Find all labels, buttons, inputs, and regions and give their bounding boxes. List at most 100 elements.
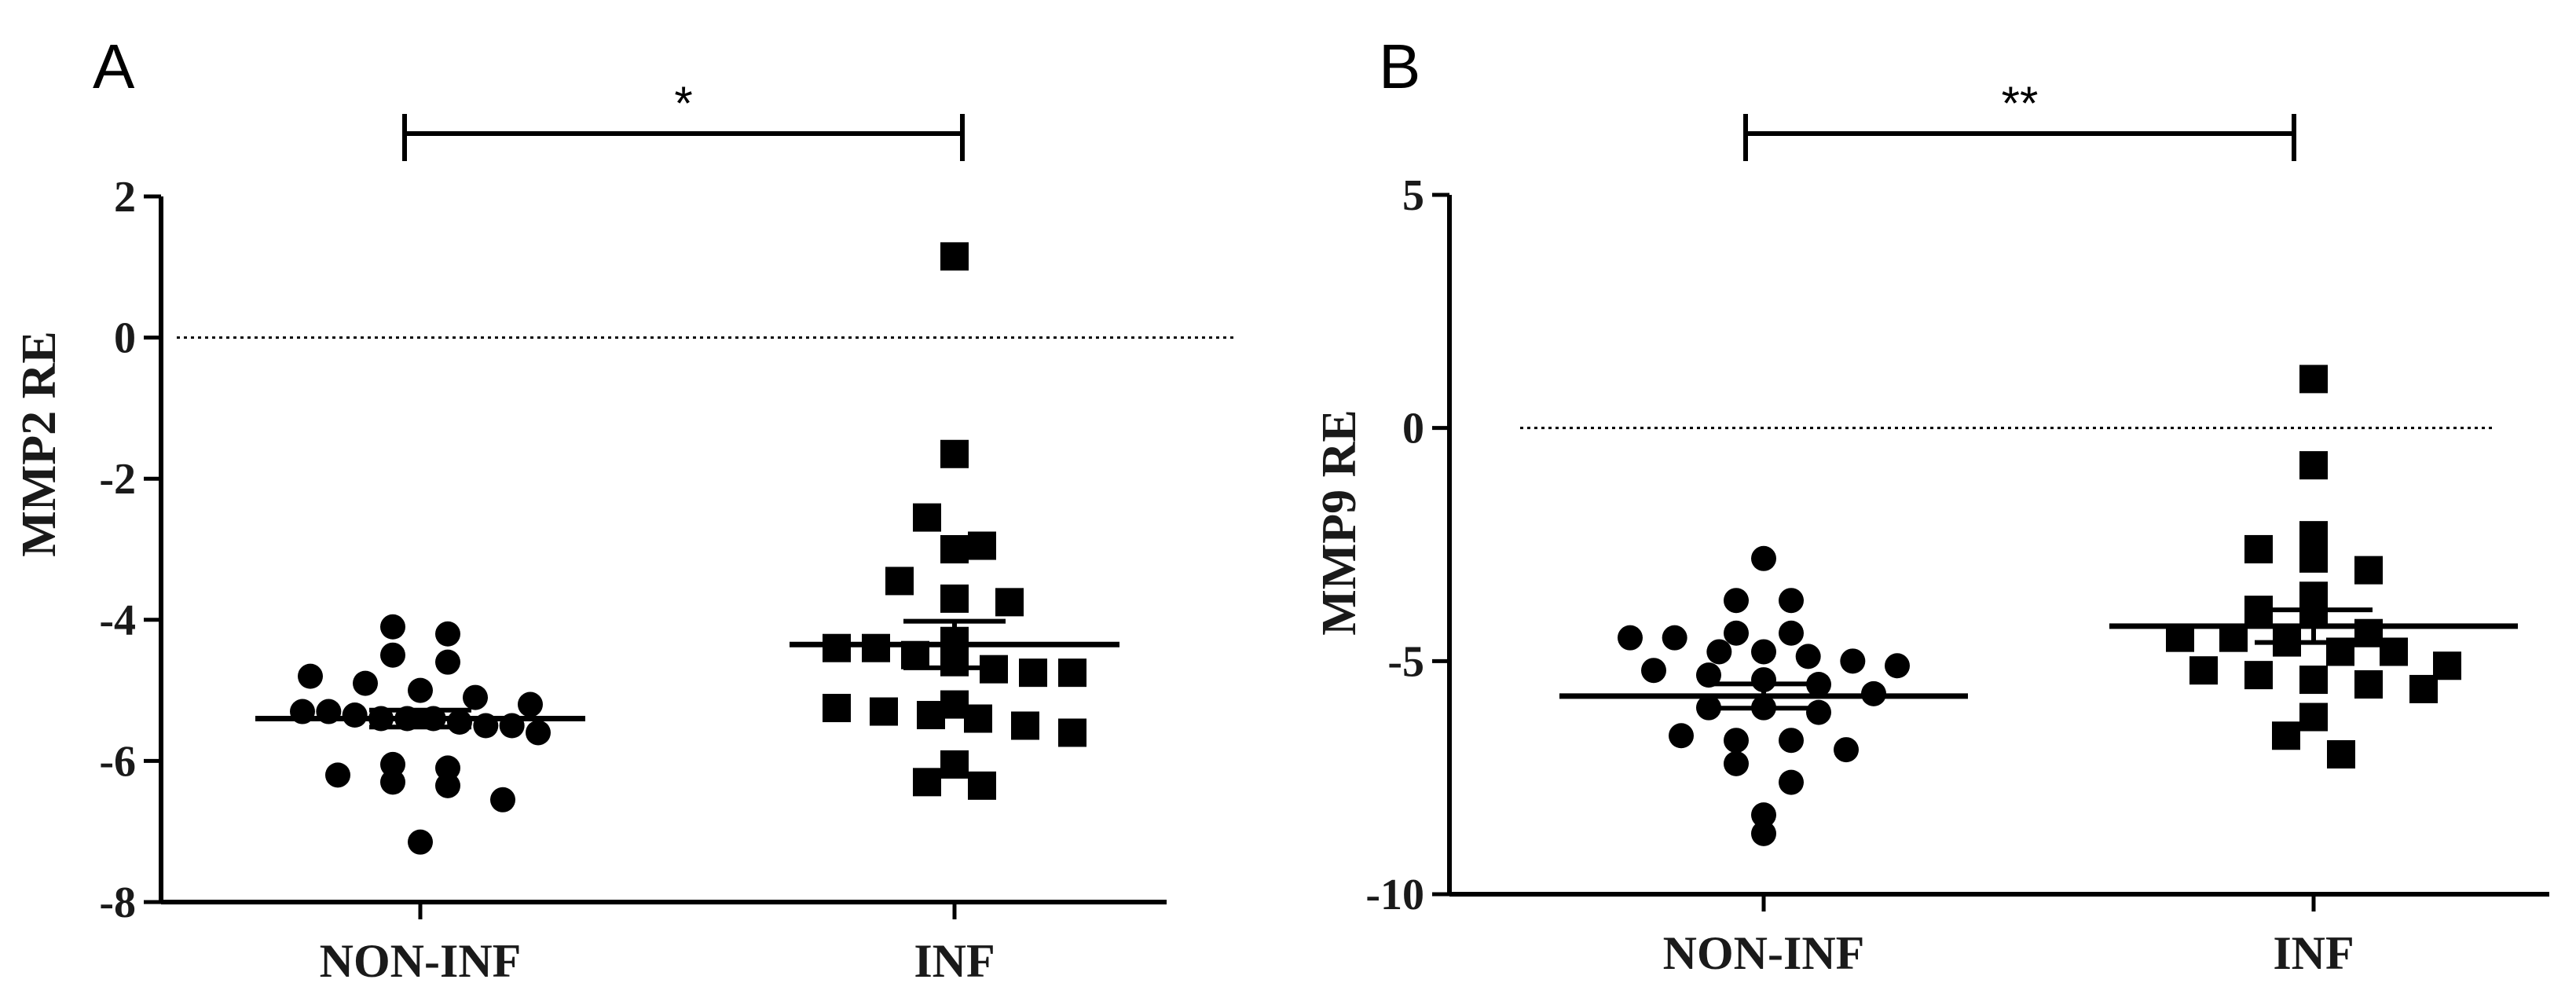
panel-b-point-inf <box>2244 661 2273 690</box>
panel-a-x-tick-label: INF <box>914 935 995 987</box>
panel-b-point-non-inf <box>1641 658 1666 684</box>
panel-b-y-tick-label: -5 <box>1387 637 1424 686</box>
panel-a-point-inf <box>823 694 851 723</box>
panel-a-y-tick-label: -6 <box>99 737 136 786</box>
panel-a-point-inf <box>870 697 898 726</box>
panel-b-x-tick-label: NON-INF <box>1663 927 1865 979</box>
panel-b-point-inf <box>2299 451 2328 480</box>
panel-a-point-inf <box>940 750 969 779</box>
panel-a: A MMP2 RE 2 0 -2 -4 -6 -8 NON-INF INF * <box>13 31 1233 987</box>
panel-b-point-non-inf <box>1751 639 1776 665</box>
panel-b-point-non-inf <box>1751 802 1776 828</box>
panel-a-point-inf <box>1019 658 1047 688</box>
panel-b-point-non-inf <box>1724 588 1749 614</box>
panel-b: B MMP9 RE 5 0 -5 -10 NON-INF INF ** <box>1313 31 2549 979</box>
panel-a-point-inf <box>1058 718 1086 747</box>
panel-a-point-non-inf <box>447 710 472 735</box>
panel-b-point-inf <box>2409 674 2438 703</box>
panel-b-point-inf <box>2299 702 2328 732</box>
panel-a-significance-label: * <box>674 77 692 130</box>
panel-a-point-non-inf <box>518 691 543 717</box>
panel-a-point-inf <box>917 701 945 730</box>
panel-a-point-inf <box>964 704 992 733</box>
panel-a-point-non-inf <box>490 787 515 812</box>
panel-b-point-non-inf <box>1706 639 1732 665</box>
panel-a-point-inf <box>995 588 1024 617</box>
panel-b-point-non-inf <box>1662 625 1687 651</box>
panel-a-point-inf <box>940 584 969 613</box>
panel-b-letter: B <box>1379 31 1420 101</box>
panel-a-point-non-inf <box>353 670 378 696</box>
panel-b-point-inf <box>2299 666 2328 695</box>
panel-b-y-axis-title: MMP9 RE <box>1313 409 1366 636</box>
panel-a-point-non-inf <box>342 702 368 728</box>
panel-a-point-inf <box>823 633 851 662</box>
panel-a-point-inf <box>1058 658 1086 688</box>
panel-a-point-non-inf <box>435 755 460 781</box>
panel-a-point-non-inf <box>435 621 460 647</box>
panel-a-y-tick-label: -8 <box>99 878 136 927</box>
panel-a-point-non-inf <box>435 649 460 675</box>
panel-a-point-inf <box>968 771 996 800</box>
panel-b-point-inf <box>2354 670 2383 699</box>
panel-b-point-inf <box>2299 544 2328 573</box>
panel-a-point-inf <box>940 439 969 468</box>
panel-b-y-tick-label: -10 <box>1365 871 1424 919</box>
panel-a-y-tick-label: -2 <box>99 455 136 504</box>
panel-b-point-non-inf <box>1840 648 1866 674</box>
panel-a-point-non-inf <box>380 751 405 777</box>
panel-b-point-non-inf <box>1669 723 1694 749</box>
panel-a-point-inf <box>968 531 996 560</box>
panel-b-point-non-inf <box>1795 644 1821 669</box>
panel-b-point-inf <box>2272 721 2300 750</box>
panel-b-point-non-inf <box>1806 699 1831 725</box>
panel-a-y-tick-label: 0 <box>114 314 136 363</box>
panel-b-point-non-inf <box>1751 820 1776 846</box>
panel-b-point-non-inf <box>1779 728 1804 754</box>
panel-a-point-inf <box>862 633 890 662</box>
panel-b-point-non-inf <box>1834 737 1859 763</box>
panel-b-point-non-inf <box>1724 728 1749 754</box>
panel-a-point-non-inf <box>380 642 405 668</box>
panel-a-letter: A <box>93 31 135 101</box>
panel-a-point-inf <box>913 768 941 797</box>
panel-a-point-non-inf <box>463 684 488 710</box>
panel-a-point-inf <box>940 242 969 271</box>
panel-b-point-inf <box>2244 534 2273 563</box>
panel-b-point-non-inf <box>1751 545 1776 571</box>
panel-b-point-non-inf <box>1724 620 1749 646</box>
panel-a-point-non-inf <box>408 677 433 703</box>
panel-a-point-inf <box>885 567 914 596</box>
panel-a-point-non-inf <box>325 762 350 788</box>
panel-a-point-non-inf <box>380 769 405 795</box>
panel-b-point-non-inf <box>1724 750 1749 776</box>
panel-b-point-non-inf <box>1618 625 1643 651</box>
panel-b-point-inf <box>2299 365 2328 394</box>
panel-a-point-inf <box>913 503 941 532</box>
panel-a-x-tick-label: NON-INF <box>320 935 522 987</box>
panel-b-point-inf <box>2354 556 2383 585</box>
panel-b-point-non-inf <box>1696 662 1721 688</box>
panel-b-y-tick-label: 5 <box>1402 171 1424 220</box>
panel-b-point-non-inf <box>1779 620 1804 646</box>
panel-b-x-tick-label: INF <box>2273 927 2354 979</box>
panel-b-point-inf <box>2380 637 2408 666</box>
panel-a-y-tick-label: 2 <box>114 173 136 222</box>
panel-a-y-tick-label: -4 <box>99 596 136 645</box>
panel-a-point-non-inf <box>435 772 460 798</box>
panel-a-y-axis-title: MMP2 RE <box>13 331 66 557</box>
panel-b-y-tick-label: 0 <box>1402 405 1424 453</box>
panel-b-significance-label: ** <box>2002 77 2039 130</box>
panel-b-point-non-inf <box>1885 653 1910 679</box>
panel-a-point-non-inf <box>380 614 405 640</box>
panel-b-point-non-inf <box>1779 769 1804 795</box>
panel-a-point-inf <box>1011 711 1039 740</box>
panel-a-point-non-inf <box>298 663 323 689</box>
panel-b-point-non-inf <box>1779 588 1804 614</box>
panel-b-point-inf <box>2189 656 2218 685</box>
panel-a-point-inf <box>940 535 969 563</box>
panel-a-point-non-inf <box>526 720 551 746</box>
panel-a-point-non-inf <box>408 829 433 855</box>
panel-b-point-inf <box>2327 740 2355 768</box>
